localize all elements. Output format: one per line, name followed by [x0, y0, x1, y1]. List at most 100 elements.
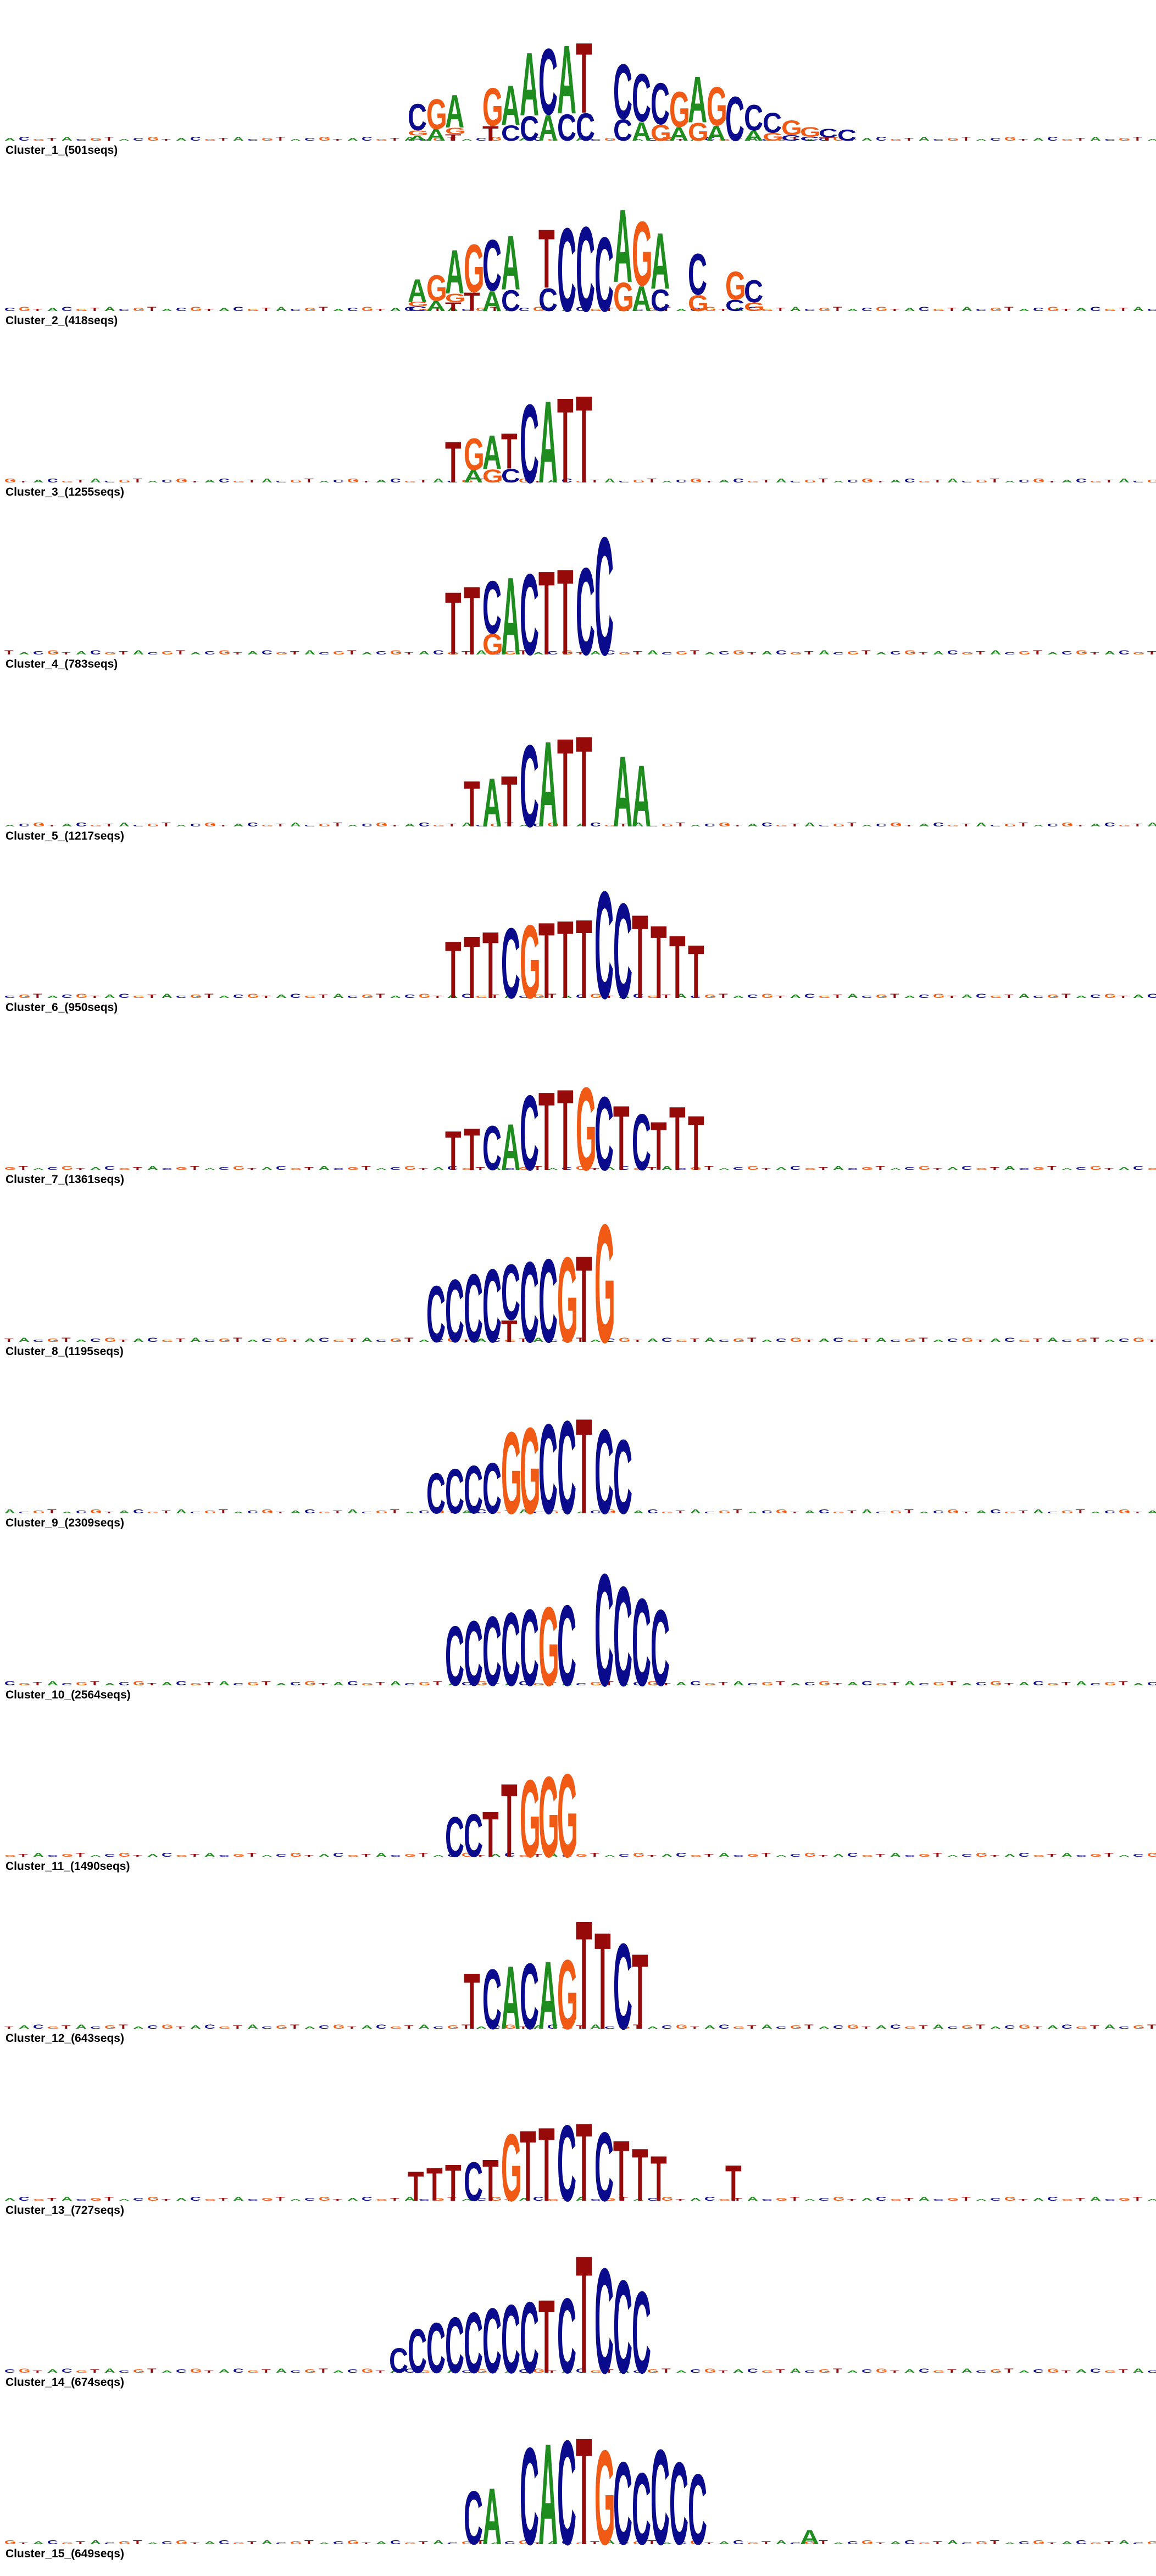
background-letter: C [704, 2196, 715, 2202]
background-letter: C [390, 2539, 401, 2545]
logo-letter: C [501, 1591, 520, 1708]
background-letter: G [419, 308, 430, 312]
background-letter: G [119, 2541, 130, 2545]
background-letter: T [676, 2199, 685, 2201]
background-letter: A [1104, 651, 1115, 656]
background-letter: T [676, 1510, 685, 1514]
background-letter: A [762, 651, 772, 656]
background-letter: T [233, 2025, 243, 2030]
background-letter: A [647, 2026, 658, 2029]
background-letter: T [690, 649, 699, 656]
background-letter: A [1090, 823, 1101, 828]
background-letter: C [704, 136, 715, 142]
background-letter: C [619, 2542, 630, 2545]
background-letter: T [433, 2369, 443, 2374]
background-letter: T [147, 306, 157, 312]
background-letter: T [1019, 1510, 1028, 1514]
background-letter: T [133, 478, 142, 484]
background-letter: G [62, 1853, 73, 1858]
background-letter: T [1090, 2025, 1100, 2030]
logo-letter: C [613, 48, 632, 136]
background-letter: A [1004, 1165, 1015, 1171]
background-letter: A [1019, 992, 1030, 999]
background-letter: G [747, 2542, 759, 2545]
background-letter: G [676, 2023, 687, 2030]
background-letter: G [547, 1510, 559, 1514]
background-letter: T [847, 821, 857, 828]
background-letter: T [519, 649, 528, 656]
background-letter: T [590, 1852, 599, 1858]
background-letter: G [662, 823, 673, 828]
background-letter: G [319, 823, 330, 828]
background-letter: A [776, 1855, 787, 1857]
logo-letter: G [538, 1583, 559, 1709]
logo-letter: C [482, 1448, 502, 1529]
background-letter: C [1090, 994, 1101, 999]
logo-letter: C [538, 282, 558, 318]
background-letter: T [704, 1165, 714, 1171]
background-letter: G [233, 2542, 244, 2545]
logo-letter: C [613, 1558, 632, 1716]
background-letter: G [704, 994, 716, 999]
background-letter: T [1061, 1681, 1071, 1686]
logo-letter: G [482, 77, 503, 137]
background-letter: A [462, 2199, 473, 2201]
background-letter: A [547, 479, 558, 484]
background-letter: G [133, 2369, 144, 2374]
logo-letter: G [613, 275, 634, 320]
background-letter: A [747, 1511, 758, 1514]
background-letter: G [662, 136, 673, 142]
background-letter: A [762, 1339, 772, 1342]
background-letter: G [976, 2541, 987, 2545]
background-letter: G [147, 1511, 159, 1514]
background-letter: C [333, 1852, 344, 1858]
background-letter: A [519, 1508, 530, 1514]
background-letter: G [319, 136, 330, 142]
background-letter: G [347, 1167, 359, 1171]
background-letter: C [390, 478, 401, 484]
logo-letter: C [613, 2438, 632, 2570]
background-letter: A [590, 651, 601, 656]
background-letter: T [833, 2367, 842, 2374]
background-letter: G [1147, 2541, 1156, 2545]
background-letter: C [633, 992, 644, 999]
background-letter: A [862, 2197, 872, 2202]
background-letter: C [147, 2025, 158, 2030]
background-letter: G [90, 1508, 102, 1514]
background-letter: A [276, 994, 287, 999]
background-letter: T [290, 2023, 299, 2030]
background-letter: A [33, 2541, 44, 2545]
background-letter: G [76, 992, 87, 999]
background-letter: G [790, 2025, 802, 2030]
background-letter: G [662, 1511, 673, 1514]
background-letter: T [90, 307, 100, 312]
background-letter: A [62, 1511, 73, 1514]
background-letter: T [1019, 821, 1028, 828]
background-letter: A [590, 1339, 601, 1342]
background-letter: C [247, 2199, 258, 2201]
logo-letter: C [594, 1541, 614, 1720]
background-letter: T [890, 1681, 900, 1686]
background-letter: G [376, 1510, 387, 1514]
background-letter: A [847, 992, 858, 999]
background-letter: A [890, 479, 901, 484]
background-letter: T [1076, 824, 1085, 827]
background-letter: T [104, 2196, 114, 2202]
background-letter: T [219, 824, 228, 827]
background-letter: A [319, 480, 330, 483]
background-letter: G [819, 995, 830, 998]
background-letter: T [576, 2025, 586, 2030]
background-letter: A [562, 995, 573, 998]
background-letter: G [262, 824, 273, 827]
background-letter: A [347, 2197, 358, 2202]
background-letter: A [119, 821, 130, 828]
background-letter: T [76, 1168, 85, 1170]
logo-letter: A [538, 108, 558, 149]
background-letter: T [347, 2026, 357, 2029]
logo-letter: C [520, 110, 539, 149]
background-letter: T [947, 995, 957, 998]
background-letter: T [662, 994, 671, 999]
background-letter: G [90, 2197, 102, 2202]
background-letter: C [876, 1511, 887, 1514]
